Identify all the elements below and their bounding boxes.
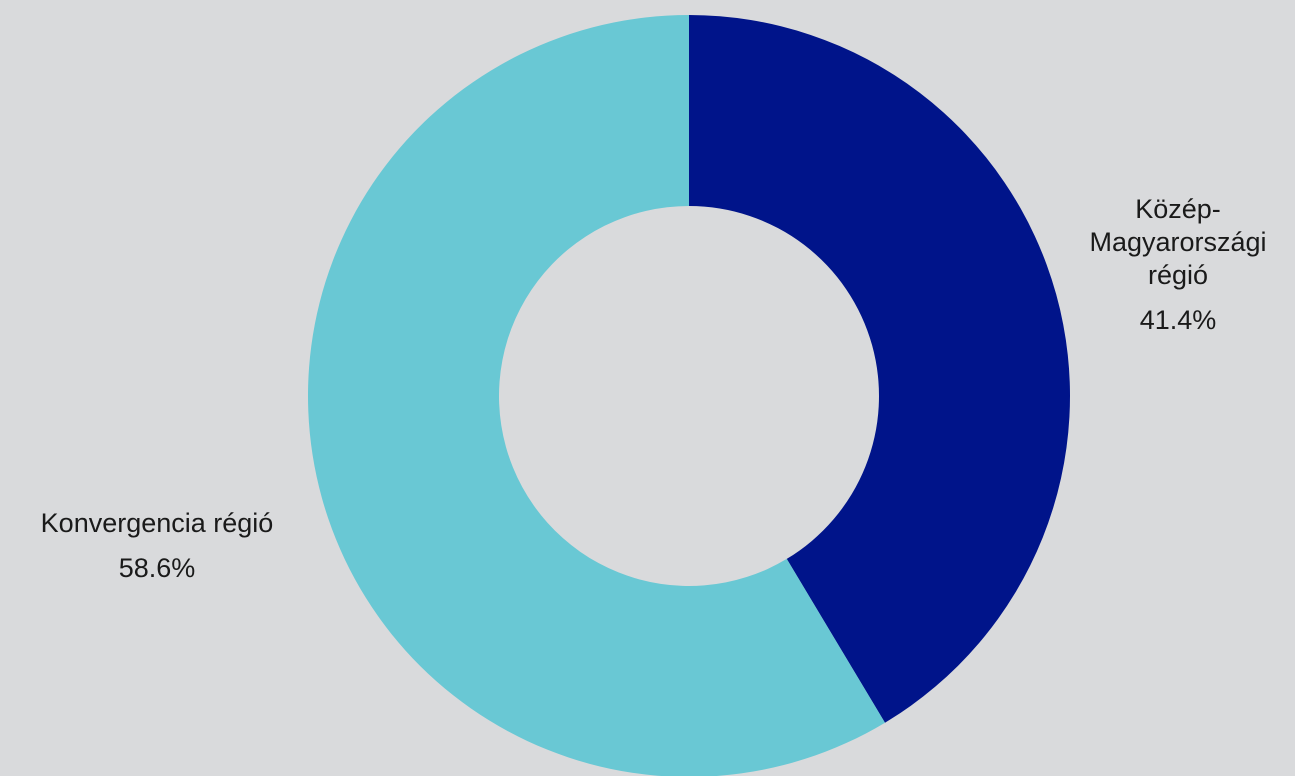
slice-name-line: Magyarországi: [1089, 227, 1266, 257]
slice-label-0: Közép-Magyarországi régió 41.4%: [1089, 194, 1266, 335]
slice-name-line: Konvergencia régió: [41, 508, 274, 538]
slice-labels: Közép-Magyarországi régió 41.4% Konvergenci…: [41, 194, 1267, 583]
donut-slice-1: [308, 15, 886, 776]
slice-name-line: Közép-: [1135, 194, 1221, 224]
donut-slices: [308, 15, 1070, 776]
slice-name-line: régió: [1148, 260, 1208, 290]
slice-value-label: 58.6%: [119, 553, 196, 583]
donut-slice-0: [689, 15, 1070, 723]
slice-label-1: Konvergencia régió 58.6%: [41, 508, 274, 583]
slice-value-label: 41.4%: [1140, 305, 1217, 335]
